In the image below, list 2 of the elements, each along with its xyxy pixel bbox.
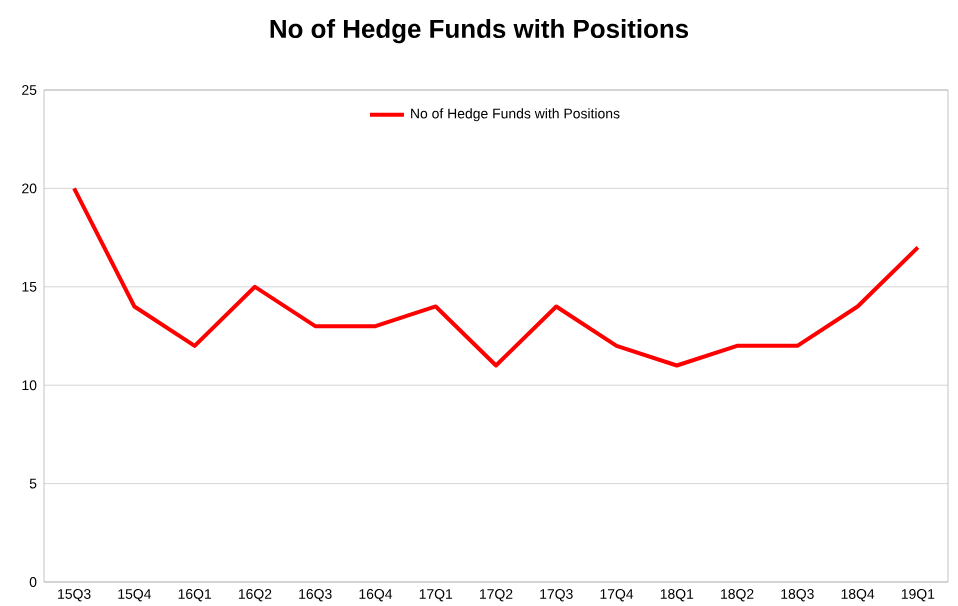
line-series bbox=[72, 186, 920, 368]
chart-title: No of Hedge Funds with Positions bbox=[270, 19, 689, 44]
